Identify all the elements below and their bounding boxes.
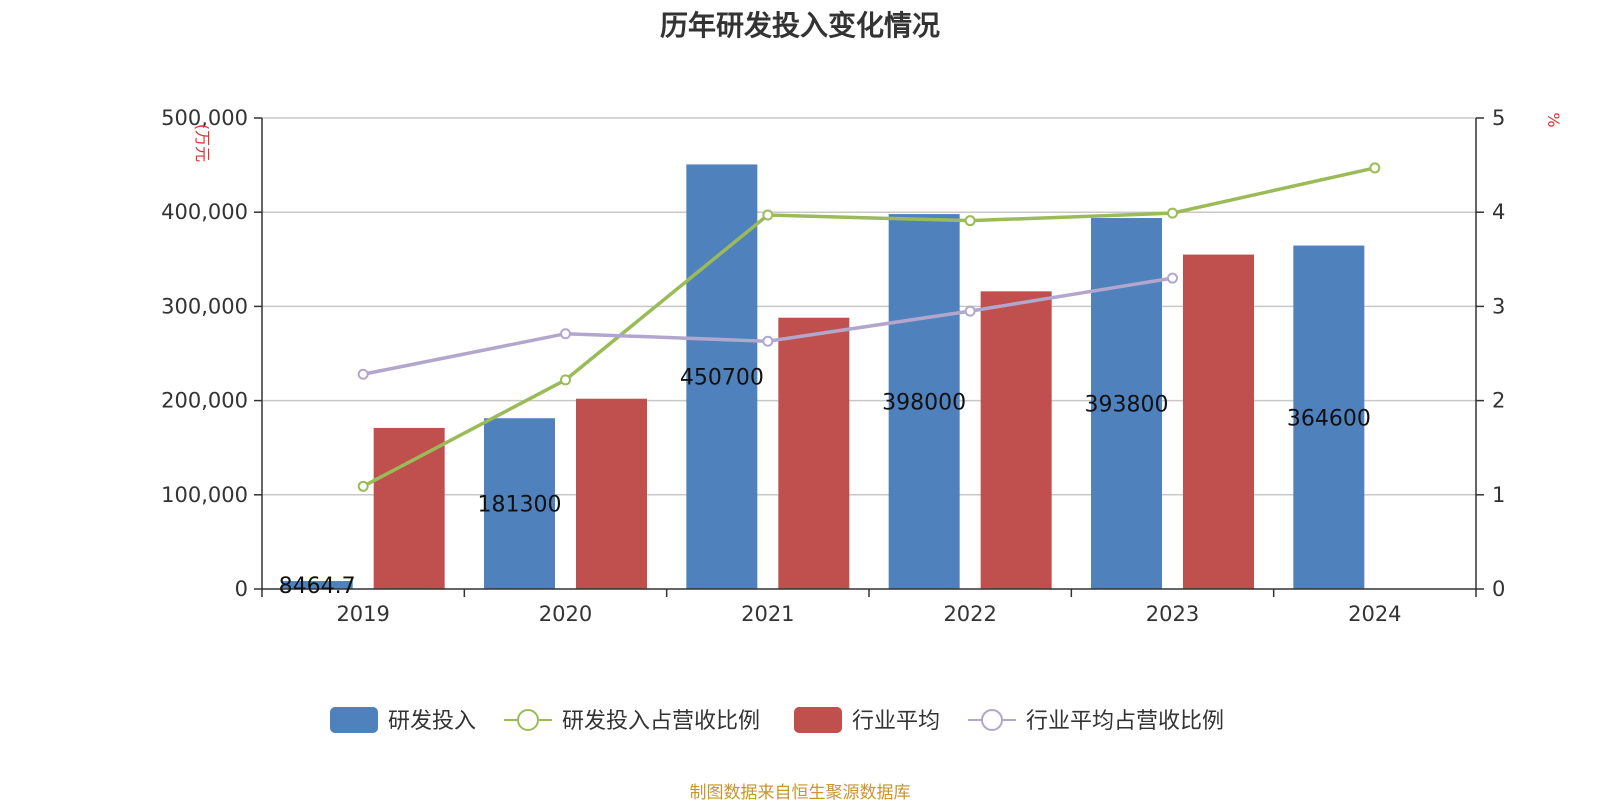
line-point: [1369, 162, 1381, 174]
legend-swatch-marker: [517, 709, 539, 731]
bar: [1091, 218, 1162, 589]
legend-item: 行业平均: [794, 707, 940, 734]
line-point: [560, 374, 571, 386]
data-label: 181300: [478, 493, 562, 518]
lines: [357, 162, 1381, 492]
line-point: [762, 209, 774, 221]
legend-swatch: [794, 707, 842, 733]
data-labels: 8464.7 181300 450700 398000 393800 364600: [279, 366, 1371, 599]
x-tick-label: 2022: [943, 602, 996, 626]
bar: [281, 581, 353, 589]
data-label: 393800: [1085, 393, 1169, 418]
chart-title: 历年研发投入变化情况: [659, 9, 940, 42]
bar: [576, 398, 647, 589]
line-point: [560, 328, 571, 340]
y-tick-label-left: 100,000: [161, 483, 248, 507]
line-point: [357, 368, 369, 380]
line-point: [964, 305, 976, 317]
legend-label: 研发投入占营收比例: [562, 709, 760, 734]
y-axis-right-unit: %: [1544, 112, 1563, 127]
x-tick-label: 2023: [1146, 602, 1199, 626]
source-note: 制图数据来自恒生聚源数据库: [689, 783, 911, 803]
data-label: 398000: [882, 391, 966, 416]
y-tick-label-right: 4: [1492, 200, 1505, 224]
y-axis-left-unit: (万元: [193, 124, 212, 162]
data-label: 364600: [1287, 406, 1371, 431]
y-tick-label-left: 200,000: [161, 389, 248, 413]
bar: [980, 291, 1052, 589]
bar: [484, 418, 555, 589]
grid-lines: [262, 117, 1476, 496]
bar: [1183, 254, 1254, 589]
y-tick-label-left: 400,000: [161, 200, 248, 224]
bar: [1293, 245, 1365, 589]
legend-swatch: [330, 707, 378, 733]
line-point: [357, 480, 369, 492]
bar: [888, 214, 960, 590]
y-tick-label-left: 500,000: [161, 106, 248, 130]
bars: [281, 164, 1365, 590]
y-tick-label-right: 3: [1492, 294, 1505, 318]
y-tick-label-left: 300,000: [161, 294, 248, 318]
bar: [373, 427, 445, 589]
legend: 研发投入 研发投入占营收比例 行业平均 行业平均占营收比例: [330, 707, 1224, 734]
bar: [778, 317, 850, 589]
line-point: [762, 335, 774, 347]
legend-item: 行业平均占营收比例: [968, 709, 1224, 734]
x-tick-label: 2024: [1348, 602, 1401, 626]
y-tick-label-right: 0: [1492, 577, 1505, 601]
data-label: 8464.7: [279, 574, 356, 599]
legend-label: 研发投入: [388, 709, 476, 734]
legend-label: 行业平均占营收比例: [1026, 709, 1224, 734]
legend-item: 研发投入: [330, 707, 476, 734]
x-tick-label: 2019: [336, 602, 389, 626]
line-point: [964, 215, 976, 227]
legend-swatch-marker: [981, 709, 1003, 731]
data-label: 450700: [680, 366, 764, 391]
y-tick-label-right: 1: [1492, 483, 1505, 507]
series-line: [362, 166, 1376, 488]
x-tick-label: 2020: [539, 602, 592, 626]
x-tick-label: 2021: [741, 602, 794, 626]
legend-label: 行业平均: [852, 709, 940, 734]
line-point: [1167, 207, 1178, 219]
y-tick-label-right: 5: [1492, 106, 1505, 130]
y-tick-label-left: 0: [235, 577, 248, 601]
y-tick-label-right: 2: [1492, 389, 1505, 413]
line-point: [1167, 272, 1178, 284]
axes: 0 100,000 200,000 300,000 400,000 500,000 0 1 2 3…: [161, 106, 1563, 626]
legend-item: 研发投入占营收比例: [504, 709, 760, 734]
